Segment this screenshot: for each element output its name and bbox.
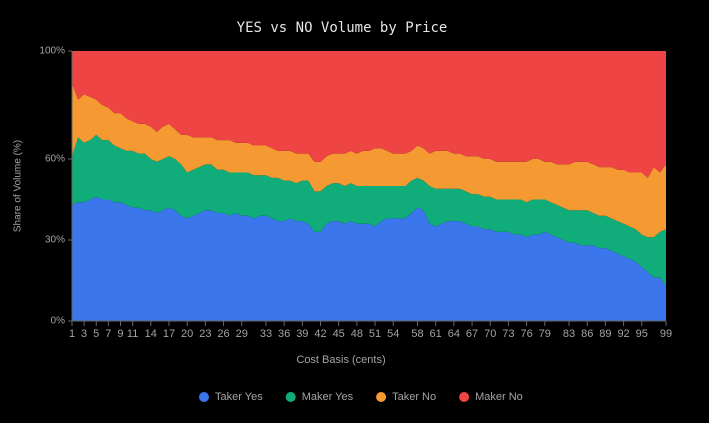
legend-label: Maker No [475, 391, 523, 403]
x-tick-label: 20 [181, 328, 193, 340]
y-tick-label: 60% [45, 154, 65, 165]
x-tick-label: 79 [539, 328, 551, 340]
area [72, 196, 666, 321]
legend-swatch [199, 392, 209, 402]
legend-label: Maker Yes [302, 391, 354, 403]
x-tick-label: 99 [660, 328, 672, 340]
legend-label: Taker No [392, 391, 436, 403]
x-tick-label: 42 [314, 328, 326, 340]
legend-item: Taker No [376, 391, 436, 403]
x-tick-label: 48 [351, 328, 363, 340]
legend-label: Taker Yes [215, 391, 263, 403]
legend: Taker Yes Maker Yes Taker No Maker No [199, 391, 523, 403]
area [72, 83, 666, 238]
legend-swatch [376, 392, 387, 402]
x-tick-label: 11 [127, 328, 138, 340]
x-tick-label: 51 [369, 328, 381, 340]
x-tick-label: 39 [296, 328, 308, 340]
legend-swatch [459, 392, 470, 402]
x-tick-label: 3 [81, 328, 87, 340]
x-tick-label: 29 [236, 328, 248, 340]
area [72, 134, 666, 286]
x-tick-label: 26 [217, 328, 229, 340]
x-tick-label: 45 [333, 328, 345, 340]
x-tick-label: 64 [448, 328, 460, 340]
x-tick-label: 92 [617, 328, 629, 340]
x-tick-label: 95 [636, 328, 648, 340]
x-tick-label: 83 [563, 328, 575, 340]
legend-swatch [285, 392, 296, 402]
x-tick-label: 76 [520, 328, 532, 340]
plot-area [72, 51, 666, 321]
legend-item: Maker No [459, 391, 523, 403]
x-tick-label: 9 [117, 328, 123, 340]
x-axis-title: Cost Basis (cents) [296, 354, 385, 366]
x-tick-label: 54 [387, 328, 399, 340]
area [72, 51, 666, 178]
x-tick-label: 36 [278, 328, 290, 340]
x-tick-label: 89 [599, 328, 611, 340]
y-tick-label: 30% [45, 235, 65, 246]
x-tick-label: 67 [466, 328, 478, 340]
chart-title: YES vs NO Volume by Price [237, 20, 448, 36]
legend-item: Maker Yes [285, 391, 354, 403]
x-tick-label: 5 [93, 328, 99, 340]
y-tick-label: 100% [39, 46, 65, 57]
x-tick-label: 14 [145, 328, 157, 340]
x-tick-label: 58 [411, 328, 423, 340]
x-tick-label: 86 [581, 328, 593, 340]
x-tick-label: 1 [69, 328, 75, 340]
x-tick-label: 33 [260, 328, 272, 340]
axes: 0%30%60%100%1 3 5 7 9 11 14 17 20 23 26 29 33 36 39 42 4… [39, 46, 672, 340]
x-tick-label: 73 [502, 328, 514, 340]
x-tick-label: 7 [105, 328, 111, 340]
y-axis-title: Share of Volume (%) [13, 140, 24, 232]
x-tick-label: 23 [199, 328, 211, 340]
x-tick-label: 17 [163, 328, 175, 340]
y-tick-label: 0% [51, 316, 66, 327]
x-tick-label: 61 [430, 328, 442, 340]
x-tick-label: 70 [484, 328, 496, 340]
legend-item: Taker Yes [199, 391, 263, 403]
